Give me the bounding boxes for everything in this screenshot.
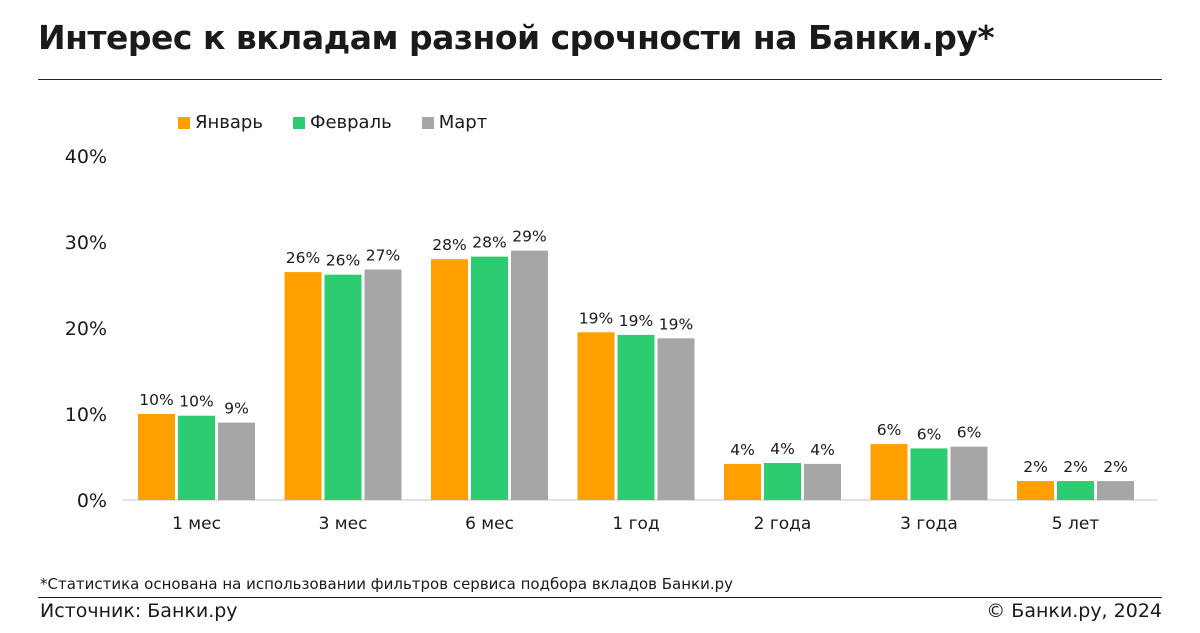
- bar-february: [764, 463, 801, 500]
- legend-swatch-march: [421, 116, 434, 129]
- bar-january: [431, 259, 468, 500]
- bar-january: [577, 332, 615, 500]
- bar-january: [284, 272, 322, 500]
- bar-february: [471, 256, 508, 500]
- data-label-february: 2%: [1063, 458, 1088, 476]
- x-tick-label: 2 года: [754, 514, 812, 534]
- bar-march: [1097, 481, 1134, 500]
- bar-january: [138, 414, 175, 500]
- legend-item-january: Январь: [178, 112, 263, 133]
- legend-swatch-february: [292, 116, 305, 129]
- data-label-january: 19%: [579, 309, 613, 327]
- data-label-february: 28%: [472, 234, 506, 252]
- bar-february: [910, 448, 948, 500]
- data-label-january: 26%: [286, 249, 320, 267]
- footer-divider: [38, 597, 1162, 598]
- legend-label-january: Январь: [195, 112, 263, 133]
- data-label-february: 26%: [326, 252, 360, 270]
- data-label-february: 6%: [917, 425, 942, 443]
- data-label-march: 29%: [512, 228, 546, 246]
- data-label-march: 27%: [366, 247, 400, 265]
- data-label-january: 10%: [139, 391, 173, 409]
- legend-item-march: Март: [421, 112, 488, 133]
- source-text: Источник: Банки.ру: [40, 600, 238, 622]
- data-label-january: 6%: [877, 421, 902, 439]
- bar-march: [218, 422, 255, 500]
- data-label-january: 2%: [1023, 458, 1048, 476]
- data-label-march: 4%: [810, 441, 835, 459]
- y-tick-label: 10%: [65, 404, 107, 426]
- legend-label-february: Февраль: [309, 112, 392, 133]
- bar-march: [950, 446, 988, 500]
- y-tick-label: 0%: [77, 490, 107, 512]
- copyright-text: © Банки.ру, 2024: [986, 600, 1162, 622]
- bar-february: [178, 415, 215, 500]
- data-label-march: 6%: [957, 424, 982, 442]
- legend-label-march: Март: [438, 112, 488, 133]
- legend: Январь Февраль Март: [178, 112, 487, 133]
- bar-march: [511, 250, 548, 500]
- bar-february: [617, 334, 655, 500]
- bar-february: [324, 274, 362, 500]
- footnote: *Статистика основана на использовании фи…: [40, 575, 733, 593]
- bar-march: [657, 338, 695, 500]
- x-tick-label: 5 лет: [1052, 514, 1100, 534]
- data-label-march: 9%: [224, 400, 249, 418]
- y-tick-label: 40%: [65, 146, 107, 168]
- bar-january: [870, 444, 908, 500]
- y-tick-label: 30%: [65, 232, 107, 254]
- bar-january: [1017, 481, 1054, 500]
- x-tick-label: 1 мес: [172, 514, 221, 534]
- x-tick-label: 1 год: [612, 514, 659, 534]
- x-tick-label: 3 года: [900, 514, 958, 534]
- bar-february: [1057, 481, 1094, 500]
- x-tick-label: 3 мес: [319, 514, 368, 534]
- legend-swatch-january: [178, 116, 190, 129]
- data-label-february: 10%: [179, 393, 213, 411]
- x-tick-label: 6 мес: [465, 514, 514, 534]
- title-divider: [38, 79, 1162, 80]
- bar-march: [364, 269, 402, 500]
- data-label-january: 28%: [432, 236, 466, 254]
- y-tick-label: 20%: [65, 318, 107, 340]
- bar-january: [724, 463, 761, 500]
- data-label-march: 19%: [659, 315, 693, 333]
- data-label-february: 19%: [619, 312, 653, 330]
- chart-title: Интерес к вкладам разной срочности на Ба…: [38, 18, 995, 57]
- data-label-march: 2%: [1103, 458, 1128, 476]
- legend-item-february: Февраль: [292, 112, 392, 133]
- bar-march: [804, 463, 841, 500]
- data-label-january: 4%: [730, 441, 755, 459]
- data-label-february: 4%: [770, 440, 795, 458]
